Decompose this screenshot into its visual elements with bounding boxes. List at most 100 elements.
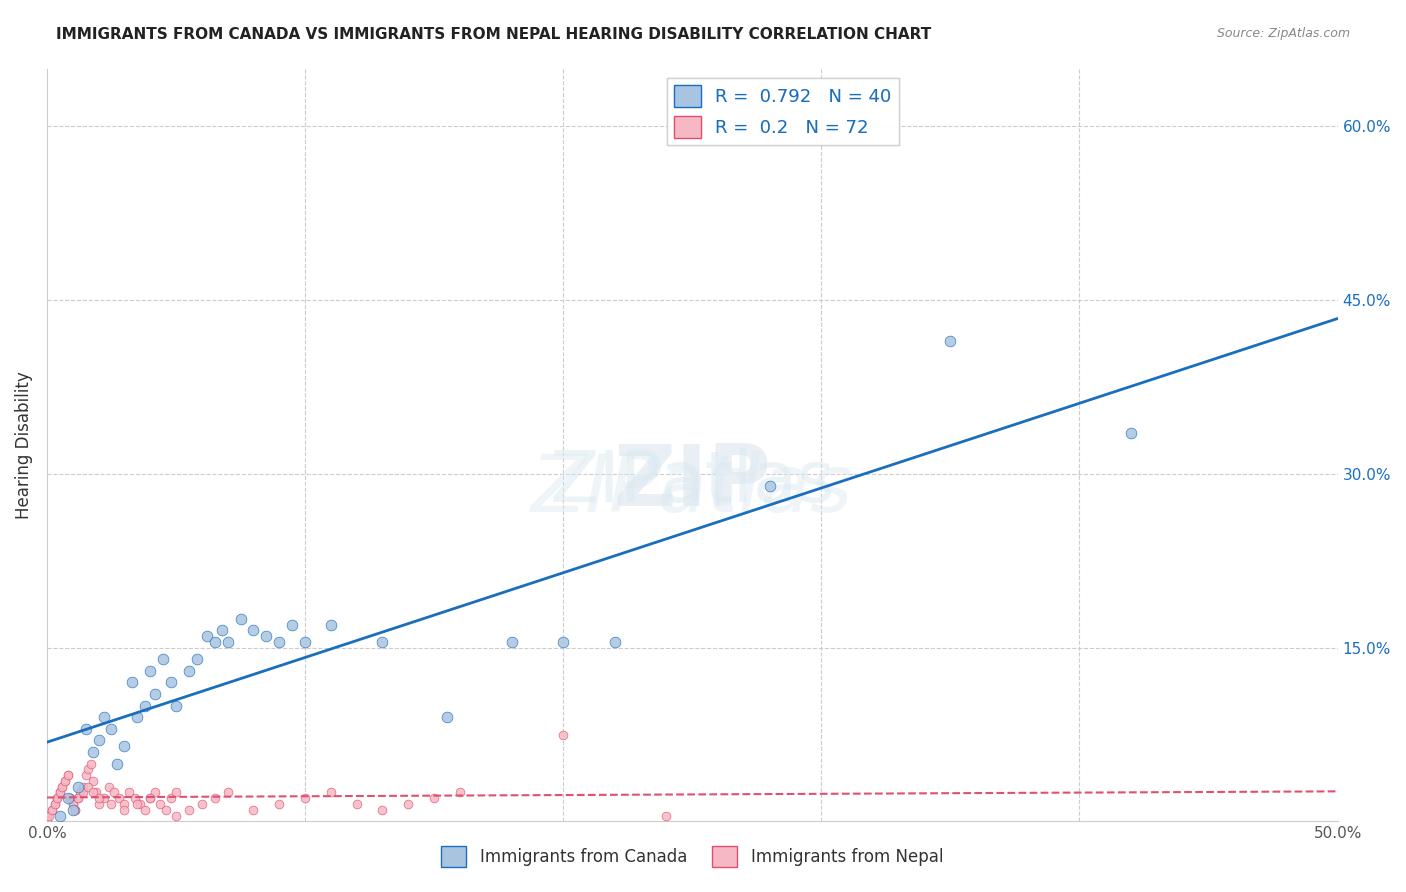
- Point: [112, 739, 135, 754]
- Point: [35, 808, 58, 822]
- Point: [93, 710, 115, 724]
- Point: [165, 698, 187, 713]
- Point: [204, 635, 226, 649]
- Legend: R =  0.792   N = 40, R =  0.2   N = 72: R = 0.792 N = 40, R = 0.2 N = 72: [666, 78, 898, 145]
- Point: [165, 785, 187, 799]
- Point: [501, 635, 523, 649]
- Point: [49, 785, 72, 799]
- Point: [134, 698, 156, 713]
- Point: [87, 791, 110, 805]
- Point: [155, 803, 177, 817]
- Point: [105, 756, 128, 771]
- Point: [217, 635, 239, 649]
- Point: [159, 791, 181, 805]
- Point: [65, 803, 87, 817]
- Point: [127, 710, 149, 724]
- Point: [49, 808, 72, 822]
- Point: [217, 785, 239, 799]
- Point: [46, 791, 69, 805]
- Text: Source: ZipAtlas.com: Source: ZipAtlas.com: [1216, 27, 1350, 40]
- Point: [191, 797, 214, 811]
- Point: [44, 797, 66, 811]
- Point: [254, 629, 277, 643]
- Point: [229, 612, 252, 626]
- Point: [939, 334, 962, 348]
- Point: [87, 733, 110, 747]
- Point: [143, 785, 166, 799]
- Point: [242, 803, 264, 817]
- Point: [553, 728, 575, 742]
- Point: [112, 803, 135, 817]
- Point: [603, 635, 626, 649]
- Point: [51, 780, 73, 794]
- Point: [371, 635, 394, 649]
- Point: [128, 797, 150, 811]
- Point: [186, 652, 208, 666]
- Point: [84, 785, 107, 799]
- Point: [139, 791, 162, 805]
- Point: [77, 762, 100, 776]
- Point: [143, 687, 166, 701]
- Point: [41, 803, 63, 817]
- Point: [121, 675, 143, 690]
- Point: [159, 675, 181, 690]
- Point: [294, 791, 316, 805]
- Point: [62, 797, 84, 811]
- Point: [655, 808, 678, 822]
- Point: [100, 722, 122, 736]
- Point: [294, 635, 316, 649]
- Point: [242, 624, 264, 638]
- Point: [103, 785, 125, 799]
- Point: [62, 797, 84, 811]
- Point: [319, 617, 342, 632]
- Point: [35, 814, 58, 829]
- Point: [758, 478, 780, 492]
- Point: [62, 803, 84, 817]
- Point: [66, 791, 89, 805]
- Point: [56, 768, 79, 782]
- Point: [97, 780, 120, 794]
- Point: [118, 785, 141, 799]
- Point: [195, 629, 218, 643]
- Point: [177, 664, 200, 678]
- Point: [59, 791, 82, 805]
- Point: [72, 785, 94, 799]
- Point: [82, 773, 104, 788]
- Point: [66, 791, 89, 805]
- Point: [396, 797, 419, 811]
- Point: [211, 624, 233, 638]
- Point: [134, 803, 156, 817]
- Point: [38, 808, 60, 822]
- Point: [127, 797, 149, 811]
- Point: [69, 785, 91, 799]
- Point: [139, 664, 162, 678]
- Point: [1119, 426, 1142, 441]
- Point: [269, 797, 291, 811]
- Point: [53, 773, 76, 788]
- Point: [112, 797, 135, 811]
- Point: [346, 797, 368, 811]
- Point: [66, 780, 89, 794]
- Point: [75, 722, 97, 736]
- Point: [149, 797, 172, 811]
- Point: [49, 785, 72, 799]
- Point: [56, 791, 79, 805]
- Point: [124, 791, 146, 805]
- Point: [269, 635, 291, 649]
- Point: [56, 768, 79, 782]
- Point: [177, 803, 200, 817]
- Point: [93, 791, 115, 805]
- Point: [108, 791, 131, 805]
- Point: [165, 808, 187, 822]
- Y-axis label: Hearing Disability: Hearing Disability: [15, 371, 32, 519]
- Point: [65, 803, 87, 817]
- Point: [281, 617, 304, 632]
- Point: [449, 785, 471, 799]
- Point: [44, 797, 66, 811]
- Point: [82, 785, 104, 799]
- Text: IMMIGRANTS FROM CANADA VS IMMIGRANTS FROM NEPAL HEARING DISABILITY CORRELATION C: IMMIGRANTS FROM CANADA VS IMMIGRANTS FRO…: [56, 27, 932, 42]
- Point: [77, 780, 100, 794]
- Point: [423, 791, 446, 805]
- Point: [75, 768, 97, 782]
- Text: ZIPatlas: ZIPatlas: [531, 451, 853, 529]
